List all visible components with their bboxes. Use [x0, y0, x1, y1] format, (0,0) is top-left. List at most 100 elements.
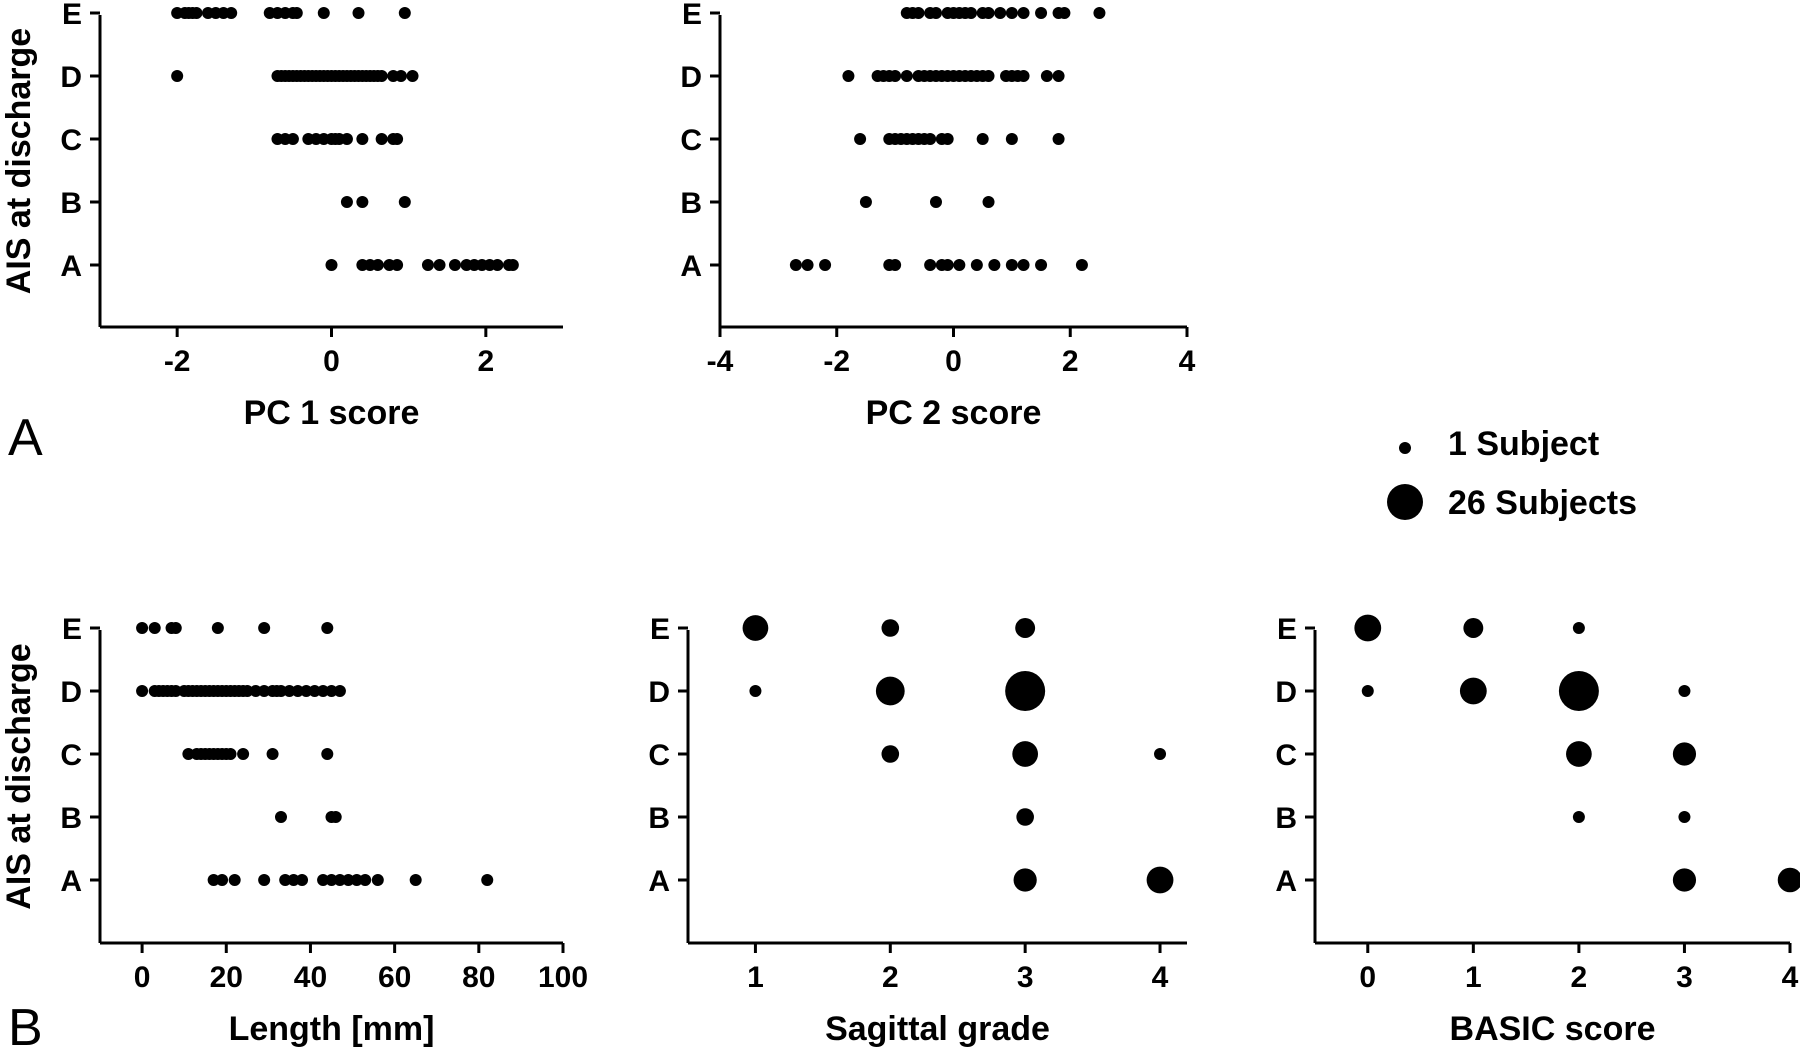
y-tick-label: B [680, 187, 702, 220]
data-point [1005, 133, 1018, 145]
data-bubble [1463, 618, 1484, 638]
y-tick-label: D [60, 61, 82, 94]
data-point [1017, 259, 1030, 271]
data-point [258, 622, 271, 634]
data-point [1017, 70, 1030, 82]
data-bubble [1678, 685, 1691, 697]
data-point [350, 874, 363, 886]
data-point [491, 259, 504, 271]
x-tick-label: 20 [210, 961, 243, 994]
data-bubble [1777, 867, 1800, 893]
x-tick-label: 40 [294, 961, 327, 994]
x-tick-label: 3 [1676, 961, 1693, 994]
data-bubble [1354, 614, 1382, 642]
y-tick-label: E [62, 0, 82, 31]
x-tick-label: -2 [823, 345, 850, 378]
data-bubble [1154, 748, 1167, 760]
data-bubble [1672, 868, 1697, 892]
data-point [929, 196, 942, 208]
data-point [988, 259, 1001, 271]
data-point [391, 259, 404, 271]
data-point [1035, 259, 1048, 271]
x-axis-title: PC 1 score [244, 394, 420, 432]
data-bubble [1672, 742, 1697, 766]
data-bubble [881, 745, 900, 763]
data-bubble [1005, 671, 1046, 711]
data-point [506, 259, 519, 271]
data-point [169, 622, 182, 634]
data-point [321, 622, 334, 634]
data-point [136, 622, 149, 634]
data-point [924, 133, 937, 145]
data-bubble [1566, 741, 1592, 767]
data-point [340, 133, 353, 145]
data-point [994, 7, 1007, 19]
data-point [1035, 7, 1048, 19]
data-point [283, 685, 296, 697]
data-point [433, 259, 446, 271]
data-bubble [742, 615, 769, 641]
data-point [274, 811, 287, 823]
y-tick-label: D [60, 676, 82, 709]
data-point [409, 874, 422, 886]
data-point [970, 259, 983, 271]
data-point [136, 685, 149, 697]
x-tick-label: 60 [378, 961, 411, 994]
y-tick-label: B [648, 802, 670, 835]
data-point [258, 685, 271, 697]
x-tick-label: 4 [1152, 961, 1169, 994]
data-point [225, 7, 238, 19]
data-point [406, 70, 419, 82]
x-tick-label: 4 [1179, 345, 1196, 378]
data-point [941, 259, 954, 271]
data-point [308, 685, 321, 697]
data-point [148, 622, 161, 634]
y-tick-label: A [1275, 865, 1297, 898]
y-tick-label: A [60, 865, 82, 898]
data-point [375, 133, 388, 145]
data-bubble [1013, 868, 1037, 892]
x-tick-label: 0 [323, 345, 340, 378]
data-point [241, 685, 254, 697]
data-bubble [749, 685, 762, 697]
data-point [274, 685, 287, 697]
y-tick-label: E [1277, 613, 1297, 646]
data-point [854, 133, 867, 145]
data-point [1052, 70, 1065, 82]
y-tick-label: C [1275, 739, 1297, 772]
data-point [789, 259, 802, 271]
x-axis-title: Sagittal grade [825, 1010, 1050, 1048]
y-tick-label: C [60, 739, 82, 772]
data-bubble [881, 619, 900, 637]
data-point [375, 70, 388, 82]
x-tick-label: 0 [945, 345, 962, 378]
data-point [398, 7, 411, 19]
data-point [1005, 259, 1018, 271]
data-point [329, 811, 342, 823]
data-point [321, 748, 334, 760]
data-point [481, 874, 494, 886]
data-point [317, 685, 330, 697]
data-point [290, 7, 303, 19]
data-point [279, 874, 292, 886]
data-point [190, 7, 203, 19]
y-tick-label: B [60, 802, 82, 835]
x-tick-label: -4 [707, 345, 734, 378]
data-point [371, 259, 384, 271]
y-tick-label: B [60, 187, 82, 220]
data-point [266, 748, 279, 760]
x-tick-label: 2 [882, 961, 899, 994]
panel-letter-b: B [8, 999, 43, 1050]
data-point [965, 7, 978, 19]
data-point [391, 133, 404, 145]
data-bubble [1146, 866, 1174, 894]
data-point [317, 874, 330, 886]
data-point [207, 874, 220, 886]
data-point [296, 874, 309, 886]
y-axis-title: AIS at discharge [0, 643, 38, 909]
data-bubble [1015, 618, 1036, 638]
